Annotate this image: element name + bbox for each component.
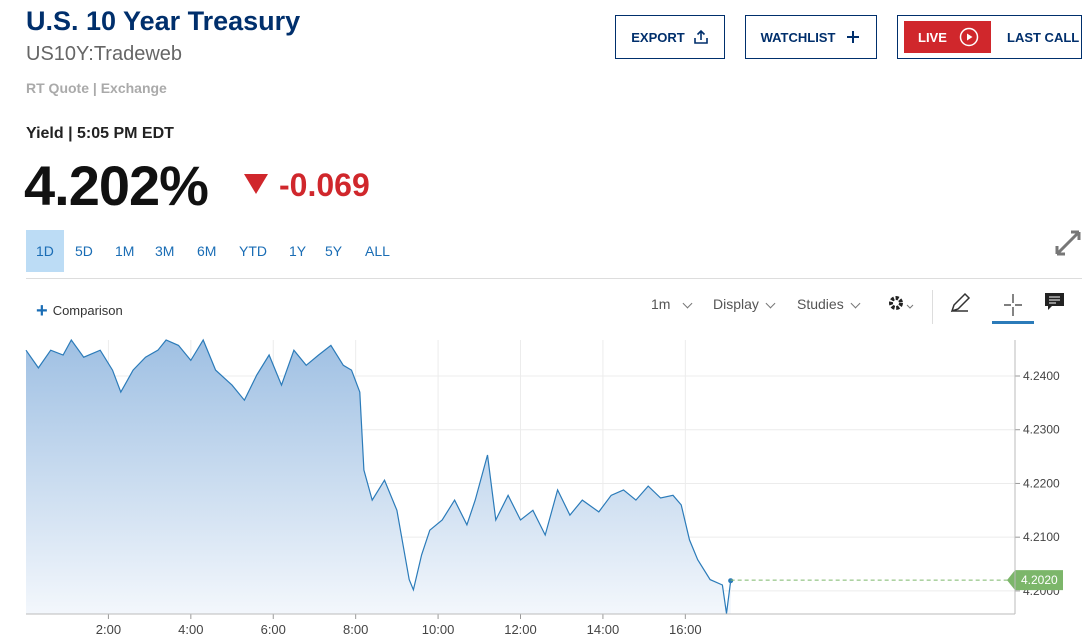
last-value-label: 4.2020 bbox=[1021, 573, 1058, 587]
play-icon bbox=[959, 27, 979, 47]
x-tick-label: 14:00 bbox=[587, 622, 620, 637]
studies-label: Studies bbox=[797, 296, 844, 312]
toolbar-divider bbox=[932, 290, 933, 324]
live-label: LIVE bbox=[918, 29, 947, 45]
live-button[interactable]: LIVE LAST CALL bbox=[897, 15, 1082, 59]
end-point bbox=[728, 578, 734, 584]
symbol: US10Y:Tradeweb bbox=[26, 43, 183, 65]
interval-menu[interactable]: 1m bbox=[651, 296, 693, 312]
x-tick-label: 8:00 bbox=[343, 622, 368, 637]
live-badge: LIVE bbox=[904, 21, 991, 53]
comparison-button[interactable]: + Comparison bbox=[36, 300, 123, 322]
plus-icon bbox=[847, 31, 860, 43]
expand-icon[interactable] bbox=[1054, 229, 1082, 257]
crosshair-icon[interactable] bbox=[992, 290, 1034, 325]
quote-change: -0.069 bbox=[279, 167, 370, 203]
y-tick-label: 4.2400 bbox=[1023, 369, 1060, 383]
line bbox=[25, 338, 732, 614]
last-value-tag bbox=[1007, 570, 1063, 591]
separator bbox=[26, 278, 1082, 279]
x-tick-label: 2:00 bbox=[96, 622, 121, 637]
range-tab[interactable]: ALL bbox=[365, 243, 390, 259]
settings-icon[interactable] bbox=[886, 293, 920, 315]
range-tab[interactable]: 1D bbox=[36, 243, 54, 259]
range-tab[interactable]: 5Y bbox=[325, 243, 343, 259]
studies-menu[interactable]: Studies bbox=[797, 296, 861, 312]
comparison-label: Comparison bbox=[52, 303, 123, 318]
range-tab[interactable]: 1M bbox=[115, 243, 135, 259]
x-tick-label: 12:00 bbox=[504, 622, 537, 637]
title: U.S. 10 Year Treasury bbox=[26, 6, 301, 36]
y-tick-label: 4.2300 bbox=[1023, 423, 1060, 437]
export-button[interactable]: EXPORT bbox=[615, 15, 725, 59]
comment-icon[interactable] bbox=[1044, 292, 1066, 312]
y-tick-label: 4.2100 bbox=[1023, 530, 1060, 544]
range-tab[interactable]: 6M bbox=[197, 243, 217, 259]
watchlist-label: WATCHLIST bbox=[760, 29, 836, 45]
display-menu[interactable]: Display bbox=[713, 296, 776, 312]
last-call-label: LAST CALL bbox=[1007, 29, 1080, 45]
watchlist-button[interactable]: WATCHLIST bbox=[745, 15, 877, 59]
draw-icon[interactable] bbox=[949, 292, 971, 314]
export-icon bbox=[693, 29, 708, 44]
range-tab[interactable]: YTD bbox=[239, 243, 267, 259]
interval-label: 1m bbox=[651, 296, 671, 312]
range-tab[interactable]: 5D bbox=[75, 243, 93, 259]
y-tick-label: 4.2200 bbox=[1023, 476, 1060, 490]
range-tab[interactable]: 1Y bbox=[289, 243, 307, 259]
display-label: Display bbox=[713, 296, 759, 312]
export-label: EXPORT bbox=[631, 29, 685, 45]
source: RT Quote | Exchange bbox=[26, 80, 167, 96]
x-tick-label: 16:00 bbox=[669, 622, 702, 637]
down-arrow bbox=[244, 174, 268, 194]
active-tab-bg bbox=[26, 230, 64, 272]
quote-label: Yield | 5:05 PM EDT bbox=[26, 125, 174, 142]
quote-price: 4.202% bbox=[24, 154, 209, 217]
range-tab[interactable]: 3M bbox=[155, 243, 175, 259]
x-tick-label: 10:00 bbox=[422, 622, 455, 637]
area bbox=[26, 340, 731, 614]
x-tick-label: 6:00 bbox=[261, 622, 286, 637]
x-tick-label: 4:00 bbox=[178, 622, 203, 637]
